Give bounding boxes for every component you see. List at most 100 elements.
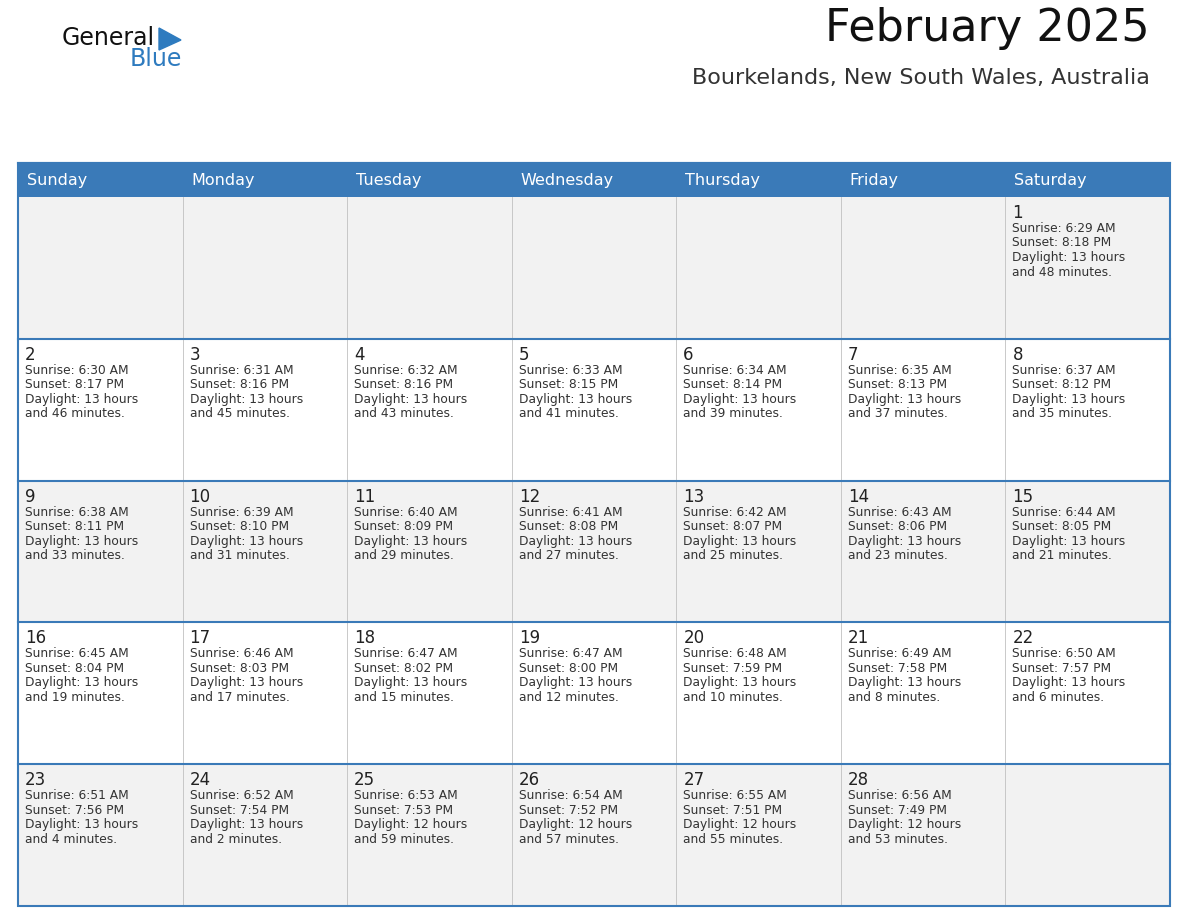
Text: and 31 minutes.: and 31 minutes. (190, 549, 290, 562)
Text: Sunrise: 6:31 AM: Sunrise: 6:31 AM (190, 364, 293, 376)
Text: Sunset: 8:15 PM: Sunset: 8:15 PM (519, 378, 618, 391)
Text: Daylight: 12 hours: Daylight: 12 hours (683, 818, 796, 831)
Text: Sunrise: 6:37 AM: Sunrise: 6:37 AM (1012, 364, 1116, 376)
Text: Sunset: 8:13 PM: Sunset: 8:13 PM (848, 378, 947, 391)
Bar (183, 163, 347, 197)
Text: and 53 minutes.: and 53 minutes. (848, 833, 948, 845)
Text: Sunset: 8:02 PM: Sunset: 8:02 PM (354, 662, 454, 675)
Text: Sunrise: 6:43 AM: Sunrise: 6:43 AM (848, 506, 952, 519)
Text: 2: 2 (25, 346, 36, 364)
Text: Sunrise: 6:56 AM: Sunrise: 6:56 AM (848, 789, 952, 802)
Text: Sunrise: 6:34 AM: Sunrise: 6:34 AM (683, 364, 786, 376)
Text: and 15 minutes.: and 15 minutes. (354, 691, 454, 704)
Text: Sunrise: 6:33 AM: Sunrise: 6:33 AM (519, 364, 623, 376)
Text: Sunset: 7:56 PM: Sunset: 7:56 PM (25, 803, 124, 817)
Text: Sunset: 7:51 PM: Sunset: 7:51 PM (683, 803, 783, 817)
Text: Sunset: 8:05 PM: Sunset: 8:05 PM (1012, 521, 1112, 533)
Text: Sunrise: 6:32 AM: Sunrise: 6:32 AM (354, 364, 457, 376)
Text: and 10 minutes.: and 10 minutes. (683, 691, 783, 704)
Text: Sunday: Sunday (27, 173, 87, 187)
Bar (18, 163, 1170, 906)
Text: Sunrise: 6:42 AM: Sunrise: 6:42 AM (683, 506, 786, 519)
Text: and 41 minutes.: and 41 minutes. (519, 408, 619, 420)
Text: and 8 minutes.: and 8 minutes. (848, 691, 940, 704)
Text: Sunrise: 6:49 AM: Sunrise: 6:49 AM (848, 647, 952, 660)
Text: Daylight: 12 hours: Daylight: 12 hours (354, 818, 467, 831)
Text: Sunset: 8:00 PM: Sunset: 8:00 PM (519, 662, 618, 675)
Text: and 59 minutes.: and 59 minutes. (354, 833, 454, 845)
Text: 14: 14 (848, 487, 868, 506)
Text: 24: 24 (190, 771, 210, 789)
Text: and 33 minutes.: and 33 minutes. (25, 549, 125, 562)
Text: Daylight: 13 hours: Daylight: 13 hours (519, 534, 632, 548)
Text: Sunset: 7:59 PM: Sunset: 7:59 PM (683, 662, 783, 675)
Text: and 23 minutes.: and 23 minutes. (848, 549, 948, 562)
Text: Friday: Friday (849, 173, 899, 187)
Text: Bourkelands, New South Wales, Australia: Bourkelands, New South Wales, Australia (693, 68, 1150, 88)
Text: Daylight: 13 hours: Daylight: 13 hours (190, 677, 303, 689)
Text: and 25 minutes.: and 25 minutes. (683, 549, 783, 562)
Text: Saturday: Saturday (1015, 173, 1087, 187)
Text: and 19 minutes.: and 19 minutes. (25, 691, 125, 704)
Text: 27: 27 (683, 771, 704, 789)
Text: 28: 28 (848, 771, 868, 789)
Text: Sunset: 8:18 PM: Sunset: 8:18 PM (1012, 237, 1112, 250)
Text: 9: 9 (25, 487, 36, 506)
Text: Daylight: 13 hours: Daylight: 13 hours (190, 393, 303, 406)
Text: Sunrise: 6:48 AM: Sunrise: 6:48 AM (683, 647, 786, 660)
Bar (18, 764, 1170, 906)
Text: Sunrise: 6:30 AM: Sunrise: 6:30 AM (25, 364, 128, 376)
Text: Daylight: 13 hours: Daylight: 13 hours (25, 677, 138, 689)
Text: 10: 10 (190, 487, 210, 506)
Text: and 21 minutes.: and 21 minutes. (1012, 549, 1112, 562)
Text: Daylight: 12 hours: Daylight: 12 hours (848, 818, 961, 831)
Bar (18, 163, 183, 197)
Text: and 12 minutes.: and 12 minutes. (519, 691, 619, 704)
Text: Sunset: 8:09 PM: Sunset: 8:09 PM (354, 521, 454, 533)
Bar (18, 481, 1170, 622)
Text: Sunrise: 6:53 AM: Sunrise: 6:53 AM (354, 789, 457, 802)
Text: and 57 minutes.: and 57 minutes. (519, 833, 619, 845)
Text: Daylight: 13 hours: Daylight: 13 hours (519, 677, 632, 689)
Text: Sunset: 8:07 PM: Sunset: 8:07 PM (683, 521, 783, 533)
Text: 21: 21 (848, 630, 870, 647)
Text: Sunset: 8:16 PM: Sunset: 8:16 PM (354, 378, 454, 391)
Text: 26: 26 (519, 771, 539, 789)
Text: Daylight: 13 hours: Daylight: 13 hours (1012, 251, 1126, 264)
Text: Sunrise: 6:46 AM: Sunrise: 6:46 AM (190, 647, 293, 660)
Text: 22: 22 (1012, 630, 1034, 647)
Text: Sunrise: 6:50 AM: Sunrise: 6:50 AM (1012, 647, 1117, 660)
Text: Blue: Blue (129, 47, 183, 71)
Text: Daylight: 13 hours: Daylight: 13 hours (683, 534, 796, 548)
Text: Sunrise: 6:41 AM: Sunrise: 6:41 AM (519, 506, 623, 519)
Text: Sunrise: 6:51 AM: Sunrise: 6:51 AM (25, 789, 128, 802)
Text: and 17 minutes.: and 17 minutes. (190, 691, 290, 704)
Text: 13: 13 (683, 487, 704, 506)
Text: and 4 minutes.: and 4 minutes. (25, 833, 118, 845)
Text: 4: 4 (354, 346, 365, 364)
Text: Sunset: 8:17 PM: Sunset: 8:17 PM (25, 378, 124, 391)
Text: 6: 6 (683, 346, 694, 364)
Text: Daylight: 13 hours: Daylight: 13 hours (25, 818, 138, 831)
Text: Daylight: 13 hours: Daylight: 13 hours (1012, 677, 1126, 689)
Text: General: General (62, 26, 156, 50)
Text: Daylight: 13 hours: Daylight: 13 hours (190, 818, 303, 831)
Text: Daylight: 13 hours: Daylight: 13 hours (519, 393, 632, 406)
Text: Sunrise: 6:40 AM: Sunrise: 6:40 AM (354, 506, 457, 519)
Text: Sunset: 7:53 PM: Sunset: 7:53 PM (354, 803, 454, 817)
Bar (347, 163, 512, 197)
Bar (18, 622, 1170, 764)
Text: Sunset: 8:08 PM: Sunset: 8:08 PM (519, 521, 618, 533)
Text: Daylight: 13 hours: Daylight: 13 hours (190, 534, 303, 548)
Text: Sunset: 8:16 PM: Sunset: 8:16 PM (190, 378, 289, 391)
Text: Sunrise: 6:55 AM: Sunrise: 6:55 AM (683, 789, 788, 802)
Text: Tuesday: Tuesday (356, 173, 422, 187)
Text: Sunset: 8:11 PM: Sunset: 8:11 PM (25, 521, 124, 533)
Text: and 29 minutes.: and 29 minutes. (354, 549, 454, 562)
Text: Sunset: 8:04 PM: Sunset: 8:04 PM (25, 662, 124, 675)
Text: 1: 1 (1012, 204, 1023, 222)
Text: Sunset: 7:52 PM: Sunset: 7:52 PM (519, 803, 618, 817)
Text: and 37 minutes.: and 37 minutes. (848, 408, 948, 420)
Text: 3: 3 (190, 346, 201, 364)
Text: Sunset: 8:12 PM: Sunset: 8:12 PM (1012, 378, 1112, 391)
